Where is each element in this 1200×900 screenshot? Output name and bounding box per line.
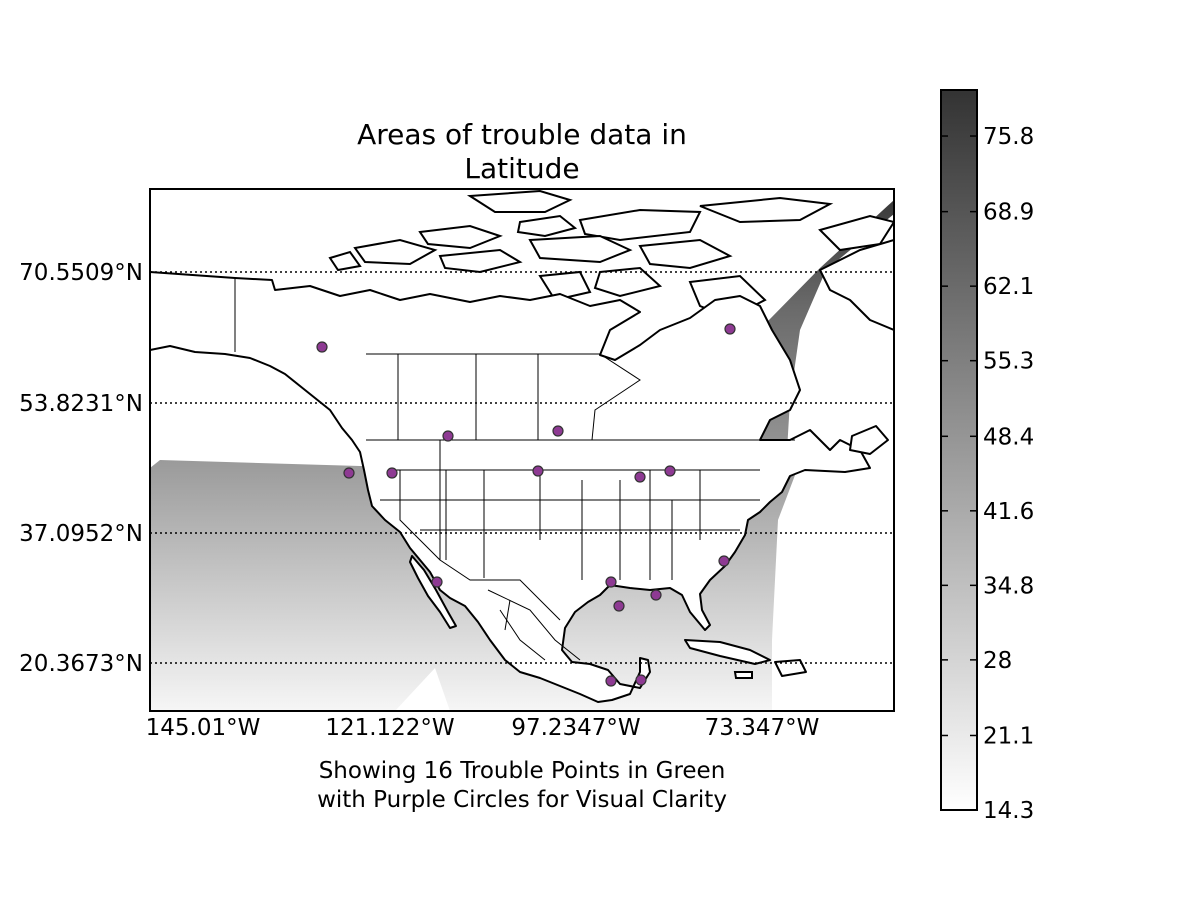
colorbar-tick-label: 62.1 xyxy=(983,274,1034,300)
subtitle-line-2: with Purple Circles for Visual Clarity xyxy=(317,787,727,813)
trouble-point-marker xyxy=(724,323,736,335)
colorbar-tick-label: 55.3 xyxy=(983,349,1034,375)
trouble-point-marker xyxy=(605,675,617,687)
colorbar: 75.8 68.9 62.1 55.3 48.4 41.6 34.8 28 21.1 14.3 xyxy=(940,89,1034,824)
colorbar-tick-label: 75.8 xyxy=(983,124,1034,150)
trouble-point-marker xyxy=(552,425,564,437)
map-title-line-2: Latitude xyxy=(464,152,580,185)
trouble-point-marker xyxy=(386,467,398,479)
trouble-point-marker xyxy=(634,471,646,483)
arctic-islands xyxy=(328,189,894,320)
trouble-point-marker xyxy=(532,465,544,477)
map-title: Areas of trouble data in Latitude xyxy=(272,118,772,186)
colorbar-tick-label: 34.8 xyxy=(983,573,1034,599)
colorbar-gradient xyxy=(940,89,978,811)
hispaniola xyxy=(774,659,807,677)
greenland xyxy=(819,239,894,331)
trouble-point-marker xyxy=(442,430,454,442)
colorbar-tick-label: 21.1 xyxy=(983,723,1034,749)
trouble-point-marker xyxy=(343,467,355,479)
trouble-point-marker xyxy=(316,341,328,353)
trouble-point-marker xyxy=(613,600,625,612)
colorbar-tick-label: 41.6 xyxy=(983,499,1034,525)
lat-label: 53.8231°N xyxy=(19,391,143,417)
jamaica xyxy=(733,671,753,679)
newfoundland xyxy=(849,425,889,455)
political-borders xyxy=(234,278,795,661)
colorbar-ticks: 75.8 68.9 62.1 55.3 48.4 41.6 34.8 28 21.1 14.3 xyxy=(941,124,1034,824)
lon-label: 97.2347°W xyxy=(511,715,640,741)
lat-label: 70.5509°N xyxy=(19,260,143,286)
latitude-gridlines xyxy=(150,271,894,664)
trouble-point-marker xyxy=(635,674,647,686)
longitude-labels: 145.01°W 121.122°W 97.2347°W 73.347°W xyxy=(146,715,820,741)
lat-label: 37.0952°N xyxy=(19,521,143,547)
colorbar-tick-label: 28 xyxy=(983,648,1012,674)
lat-label: 20.3673°N xyxy=(19,651,143,677)
map-panel: 70.5509°N 53.8231°N 37.0952°N 20.3673°N … xyxy=(19,188,895,741)
trouble-points xyxy=(316,323,736,687)
trouble-point-marker xyxy=(650,589,662,601)
map-frame xyxy=(149,188,895,712)
map-title-line-1: Areas of trouble data in xyxy=(357,118,687,151)
trouble-point-marker xyxy=(718,555,730,567)
latitude-labels: 70.5509°N 53.8231°N 37.0952°N 20.3673°N xyxy=(19,260,143,677)
north-america-coastline xyxy=(150,271,871,703)
lon-label: 73.347°W xyxy=(705,715,820,741)
subtitle-line-1: Showing 16 Trouble Points in Green xyxy=(318,758,726,784)
map-subtitle: Showing 16 Trouble Points in Green with … xyxy=(222,757,822,815)
trouble-point-marker xyxy=(431,576,443,588)
colorbar-tick-label: 14.3 xyxy=(983,798,1034,824)
lon-label: 121.122°W xyxy=(325,715,454,741)
colorbar-tick-label: 48.4 xyxy=(983,424,1034,450)
cuba xyxy=(684,639,771,665)
colorbar-tick-label: 68.9 xyxy=(983,200,1034,226)
trouble-point-marker xyxy=(664,465,676,477)
trouble-point-marker xyxy=(605,576,617,588)
lon-label: 145.01°W xyxy=(146,715,261,741)
